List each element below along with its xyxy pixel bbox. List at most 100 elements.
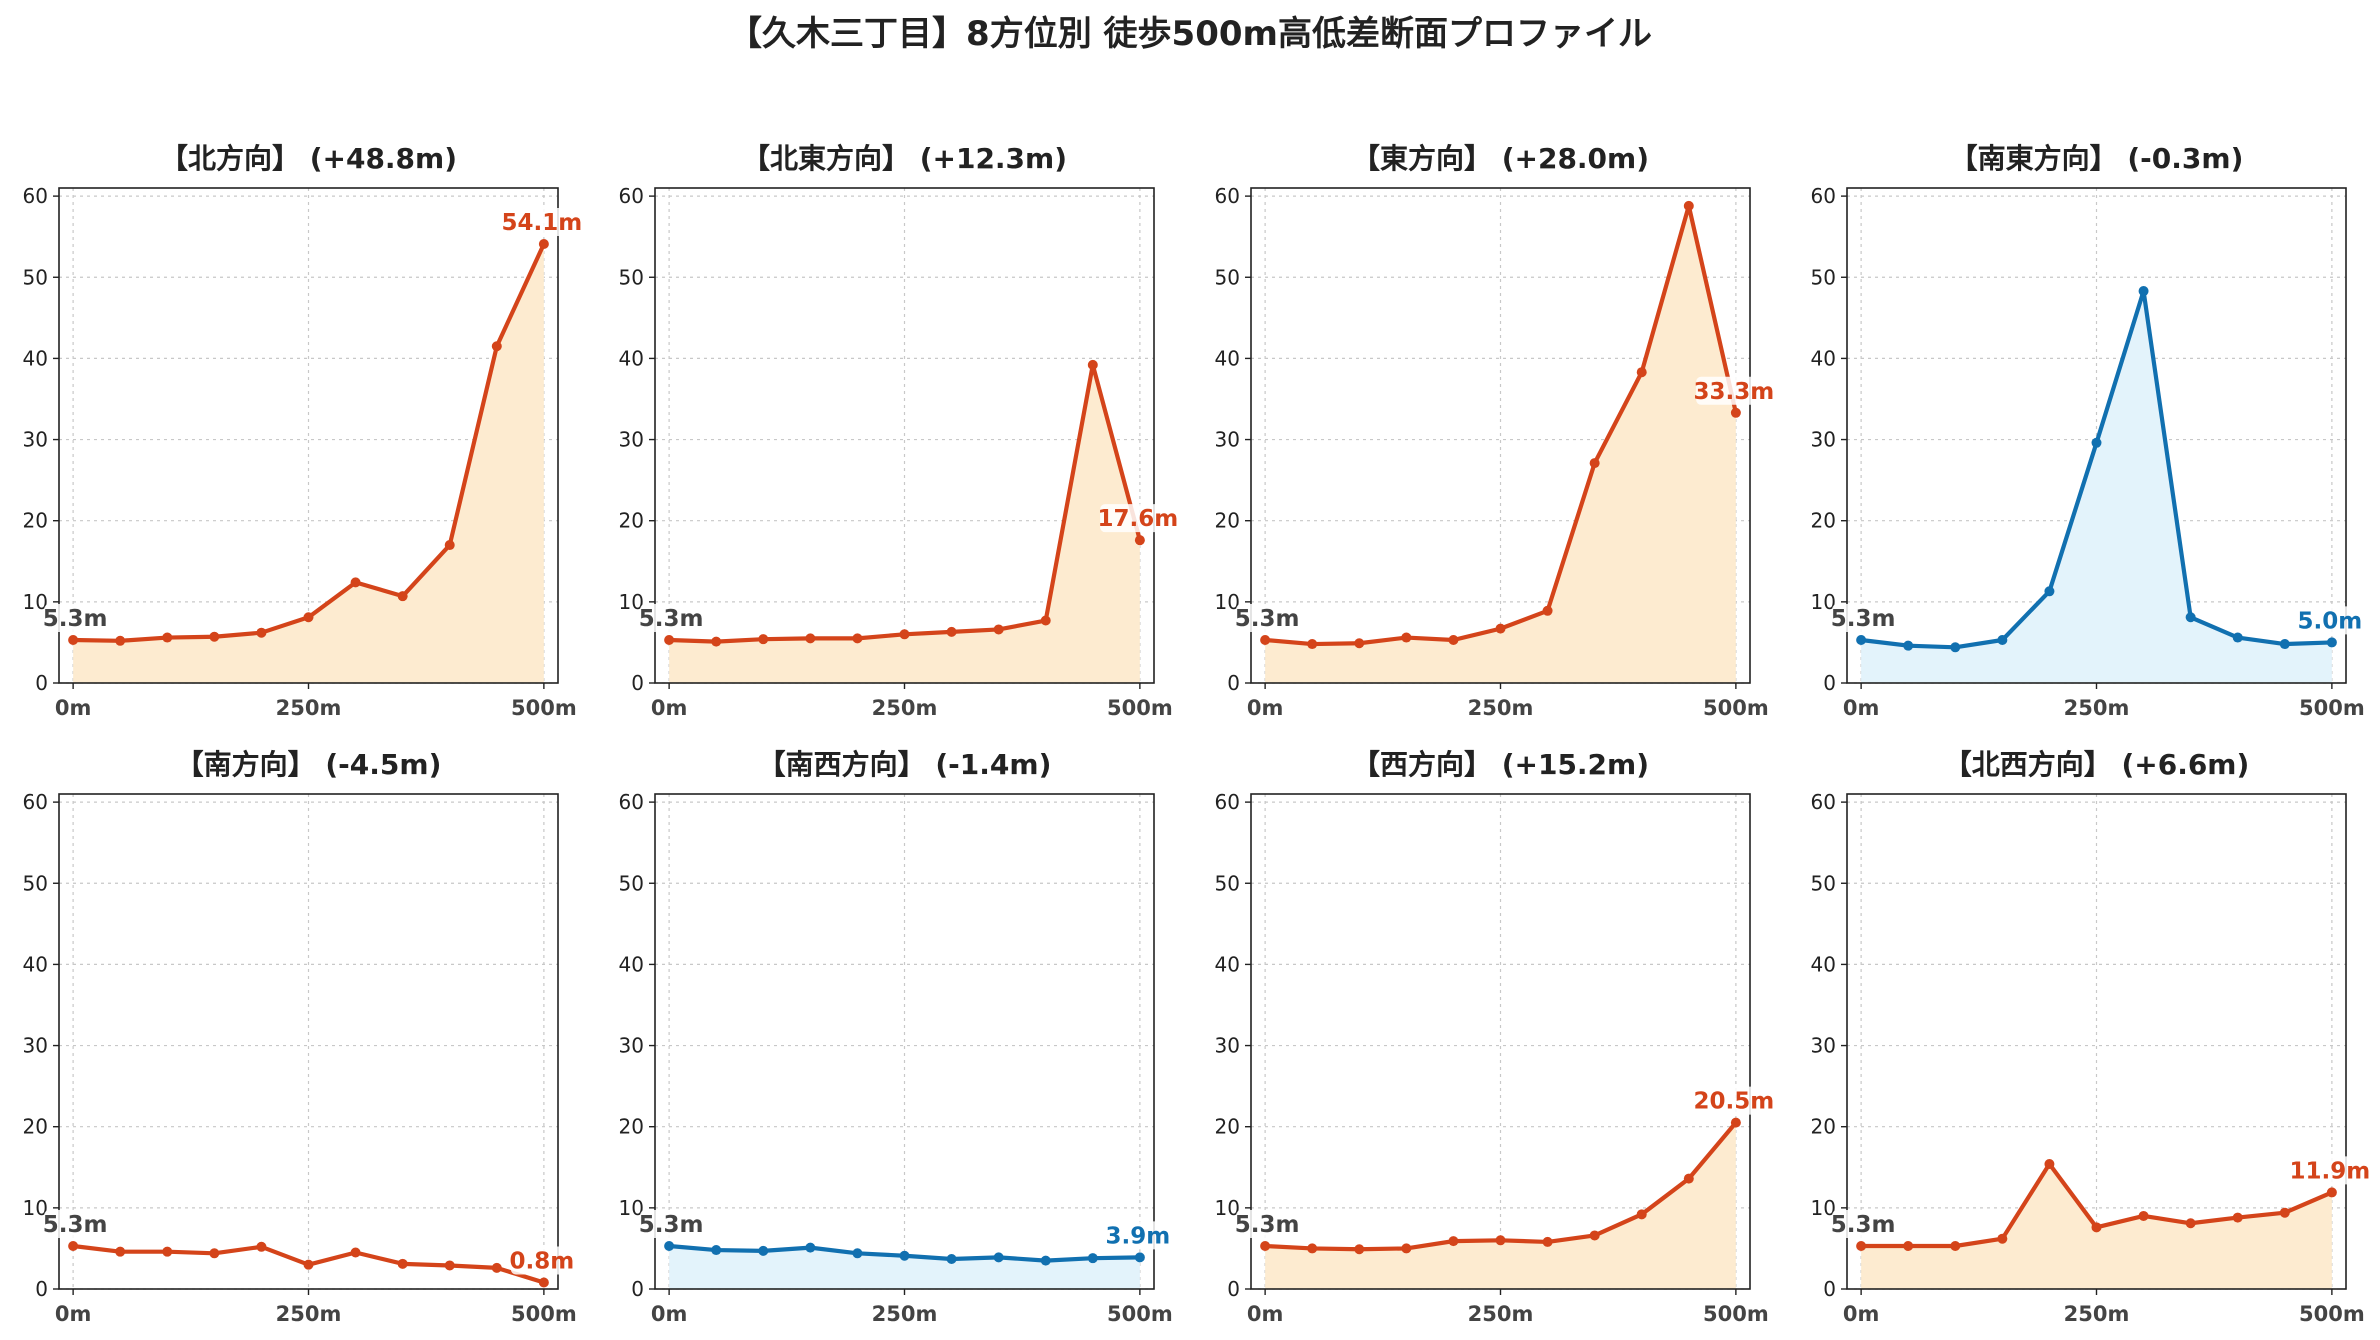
x-tick-label: 0m: [55, 1302, 92, 1326]
y-tick-label: 50: [1215, 871, 1240, 895]
panel-title: 【北東方向】 (+12.3m): [742, 142, 1067, 175]
x-tick-label: 0m: [651, 1302, 688, 1326]
panel-8: 【北西方向】 (+6.6m) 0 10 20 30 40 50 60 0m 250m 500m 5.3…: [1811, 748, 2371, 1326]
data-point: [2326, 1187, 2337, 1198]
y-tick-label: 30: [619, 428, 644, 452]
data-point: [1903, 640, 1914, 651]
data-point: [1401, 632, 1412, 643]
y-tick-label: 0: [1227, 671, 1240, 695]
data-point: [805, 633, 816, 644]
y-tick-label: 20: [23, 509, 48, 533]
area-fill: [1265, 1122, 1736, 1289]
y-tick-label: 60: [23, 184, 48, 208]
data-point: [1683, 1173, 1694, 1184]
y-tick-label: 60: [23, 790, 48, 814]
data-point: [1636, 1209, 1647, 1220]
data-point: [993, 624, 1004, 635]
y-tick-label: 50: [1811, 265, 1836, 289]
panel-4: 【南東方向】 (-0.3m) 0 10 20 30 40 50 60 0m 250m 500m 5.3…: [1811, 142, 2365, 720]
area-fill: [669, 364, 1140, 683]
area-fill: [1861, 291, 2332, 683]
panel-2: 【北東方向】 (+12.3m) 0 10 20 30 40 50 60 0m 250m 500m 5.…: [619, 142, 1179, 720]
grid: [655, 794, 1154, 1290]
data-point: [209, 631, 220, 642]
y-tick-label: 0: [1823, 671, 1836, 695]
y-tick-label: 10: [1811, 1196, 1836, 1220]
y-tick-label: 10: [619, 590, 644, 614]
area-fill: [1861, 1164, 2332, 1289]
data-point: [899, 629, 910, 640]
end-label: 54.1m: [502, 210, 583, 236]
data-point: [2091, 437, 2102, 448]
x-tick-label: 250m: [276, 696, 342, 720]
data-point: [397, 591, 408, 602]
y-tick-label: 50: [619, 265, 644, 289]
data-point: [68, 1240, 79, 1251]
x-tick-label: 250m: [2064, 696, 2130, 720]
data-point: [491, 341, 502, 352]
data-point: [350, 1247, 361, 1258]
data-point: [115, 635, 126, 646]
y-tick-label: 50: [23, 265, 48, 289]
data-point: [1401, 1243, 1412, 1254]
data-point: [2091, 1222, 2102, 1233]
y-tick-label: 20: [1811, 509, 1836, 533]
data-point: [303, 1259, 314, 1270]
data-point: [303, 612, 314, 623]
y-tick-label: 20: [619, 1115, 644, 1139]
data-point: [68, 634, 79, 645]
y-tick-label: 40: [1811, 346, 1836, 370]
data-point: [444, 540, 455, 551]
data-point: [664, 634, 675, 645]
x-tick-label: 500m: [1107, 696, 1173, 720]
y-tick-label: 20: [619, 509, 644, 533]
data-point: [758, 1245, 769, 1256]
data-point: [1903, 1240, 1914, 1251]
end-label: 5.0m: [2298, 608, 2363, 634]
start-label: 5.3m: [1235, 606, 1300, 632]
data-point: [1260, 1240, 1271, 1251]
x-tick-label: 0m: [1843, 1302, 1880, 1326]
y-tick-label: 60: [1811, 184, 1836, 208]
data-point: [1730, 1117, 1741, 1128]
data-point: [711, 636, 722, 647]
panel-5: 【南方向】 (-4.5m) 0 10 20 30 40 50 60 0m 250m 500m 5.3m…: [23, 748, 577, 1326]
data-point: [2232, 1212, 2243, 1223]
data-point: [1448, 1236, 1459, 1247]
data-point: [2232, 632, 2243, 643]
end-label: 3.9m: [1106, 1223, 1171, 1249]
start-label-bg: [640, 603, 703, 632]
data-point: [256, 1241, 267, 1252]
start-label: 5.3m: [639, 1212, 704, 1238]
data-point: [1997, 1233, 2008, 1244]
data-point: [1354, 638, 1365, 649]
x-tick-label: 250m: [1468, 1302, 1534, 1326]
data-point: [256, 627, 267, 638]
data-point: [664, 1240, 675, 1251]
x-tick-label: 0m: [1843, 696, 1880, 720]
y-tick-label: 30: [23, 1034, 48, 1058]
start-label: 5.3m: [639, 606, 704, 632]
y-tick-label: 10: [619, 1196, 644, 1220]
x-tick-label: 500m: [511, 1302, 577, 1326]
start-label-bg: [1832, 603, 1895, 632]
y-tick-label: 60: [1215, 790, 1240, 814]
y-tick-label: 60: [1811, 790, 1836, 814]
y-tick-label: 30: [619, 1034, 644, 1058]
data-point: [1495, 1235, 1506, 1246]
start-label: 5.3m: [43, 1212, 108, 1238]
y-tick-label: 40: [1215, 346, 1240, 370]
y-tick-label: 20: [23, 1115, 48, 1139]
data-point: [2044, 1159, 2055, 1170]
start-label-bg: [44, 1209, 107, 1238]
grid: [59, 794, 558, 1290]
data-point: [2185, 612, 2196, 623]
y-tick-label: 50: [23, 871, 48, 895]
x-tick-label: 500m: [511, 696, 577, 720]
x-tick-label: 0m: [1247, 1302, 1284, 1326]
y-tick-label: 60: [1215, 184, 1240, 208]
data-point: [444, 1260, 455, 1271]
data-point: [1495, 623, 1506, 634]
y-tick-label: 50: [619, 871, 644, 895]
